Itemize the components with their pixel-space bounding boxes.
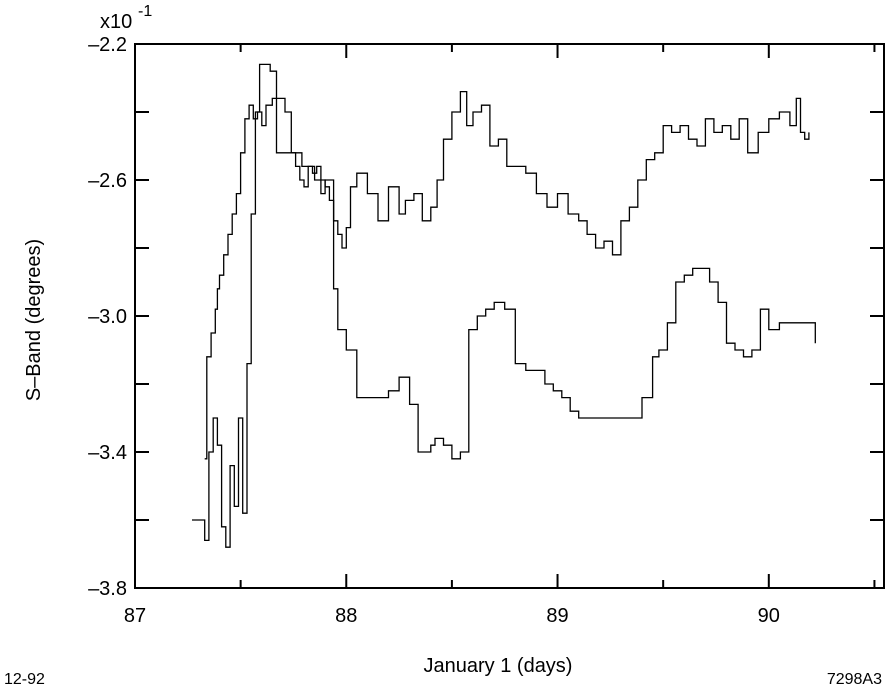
chart-marks [192, 63, 816, 548]
y-tick-label: –3.4 [88, 442, 127, 464]
x-tick-label: 90 [758, 605, 780, 627]
figure-id-note: 7298A3 [827, 671, 882, 688]
scale-note: x10 [100, 11, 132, 33]
y-tick-label: –2.2 [88, 34, 127, 56]
x-tick-label: 88 [335, 605, 357, 627]
x-axis-title: January 1 (days) [424, 655, 573, 677]
plot-frame [134, 43, 885, 589]
figure-date-note: 12-92 [4, 671, 45, 688]
y-tick-label: –3.8 [88, 578, 127, 600]
y-axis-title: S–Band (degrees) [23, 239, 45, 401]
axis-labels: 87 88 89 90 –2.2 –2.6 –3.0 –3.4 –3.8 x10 -1 January… [4, 3, 882, 688]
scale-exponent: -1 [138, 3, 152, 20]
series-line-2 [192, 63, 816, 548]
series-line-1 [204, 90, 810, 460]
y-tick-label: –2.6 [88, 170, 127, 192]
x-tick-label: 87 [124, 605, 146, 627]
y-tick-label: –3.0 [88, 306, 127, 328]
axis-ticks [134, 43, 884, 589]
x-tick-label: 89 [546, 605, 568, 627]
